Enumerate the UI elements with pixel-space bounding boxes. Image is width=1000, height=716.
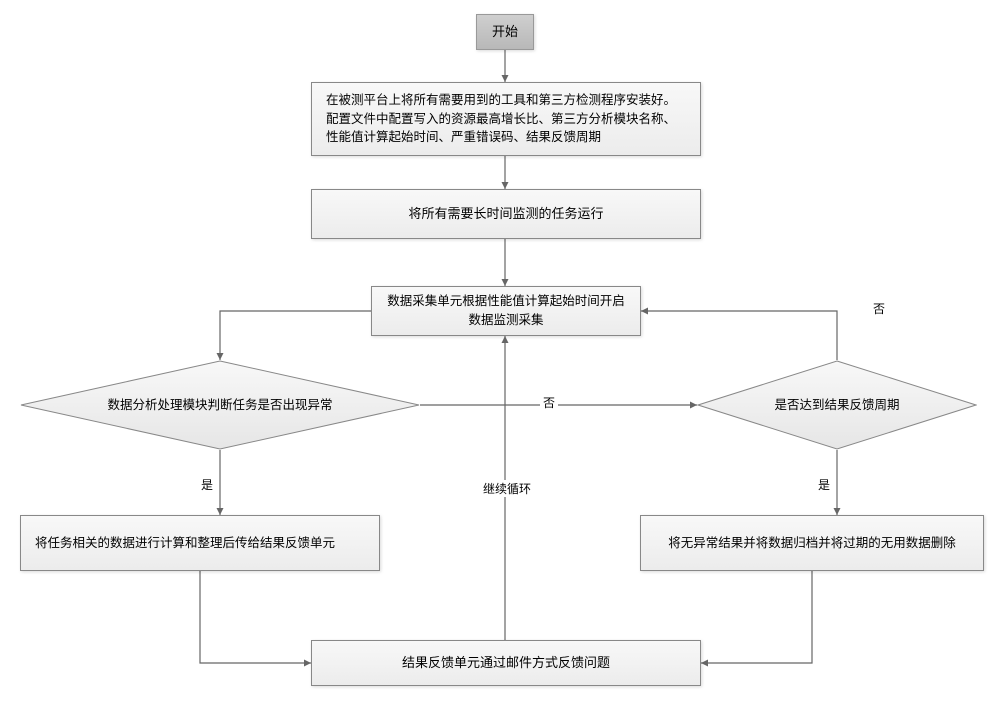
decision-anomaly-node: 数据分析处理模块判断任务是否出现异常 xyxy=(20,360,420,450)
setup-label: 在被测平台上将所有需要用到的工具和第三方检测程序安装好。配置文件中配置写入的资源… xyxy=(326,91,686,147)
collect-node: 数据采集单元根据性能值计算起始时间开启数据监测采集 xyxy=(371,286,641,336)
edge-label-no-1: 否 xyxy=(540,394,558,411)
start-label: 开始 xyxy=(492,22,518,42)
decision-period-label: 是否达到结果反馈周期 xyxy=(774,398,899,412)
calc-label: 将任务相关的数据进行计算和整理后传给结果反馈单元 xyxy=(35,534,335,553)
calc-node: 将任务相关的数据进行计算和整理后传给结果反馈单元 xyxy=(20,515,380,571)
feedback-label: 结果反馈单元通过邮件方式反馈问题 xyxy=(402,653,610,673)
edge-label-yes-1: 是 xyxy=(198,476,216,493)
run-tasks-label: 将所有需要长时间监测的任务运行 xyxy=(408,204,603,224)
start-node: 开始 xyxy=(476,14,534,50)
collect-label: 数据采集单元根据性能值计算起始时间开启数据监测采集 xyxy=(386,292,626,330)
edge-label-yes-2: 是 xyxy=(815,476,833,493)
edge-label-no-2: 否 xyxy=(870,300,888,317)
archive-label: 将无异常结果并将数据归档并将过期的无用数据删除 xyxy=(668,534,956,553)
archive-node: 将无异常结果并将数据归档并将过期的无用数据删除 xyxy=(640,515,984,571)
feedback-node: 结果反馈单元通过邮件方式反馈问题 xyxy=(311,640,701,686)
setup-node: 在被测平台上将所有需要用到的工具和第三方检测程序安装好。配置文件中配置写入的资源… xyxy=(311,82,701,156)
edge-label-loop: 继续循环 xyxy=(480,480,534,497)
decision-period-node: 是否达到结果反馈周期 xyxy=(697,360,977,450)
decision-anomaly-label: 数据分析处理模块判断任务是否出现异常 xyxy=(107,398,332,412)
run-tasks-node: 将所有需要长时间监测的任务运行 xyxy=(311,189,701,239)
